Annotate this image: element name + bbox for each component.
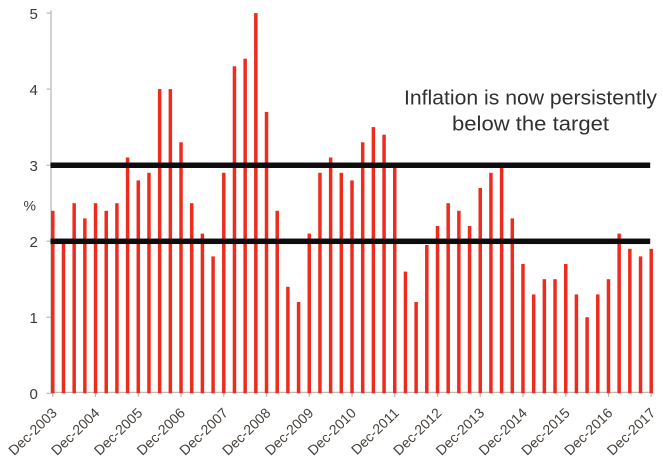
svg-text:2: 2 bbox=[29, 234, 37, 251]
svg-text:below the target: below the target bbox=[452, 114, 609, 136]
svg-text:1: 1 bbox=[29, 310, 37, 327]
svg-text:3: 3 bbox=[29, 158, 37, 175]
svg-text:%: % bbox=[24, 198, 36, 214]
svg-text:0: 0 bbox=[29, 386, 37, 403]
svg-text:4: 4 bbox=[29, 82, 37, 99]
svg-text:Inflation is now persistently: Inflation is now persistently bbox=[404, 88, 657, 110]
svg-text:5: 5 bbox=[29, 6, 37, 23]
